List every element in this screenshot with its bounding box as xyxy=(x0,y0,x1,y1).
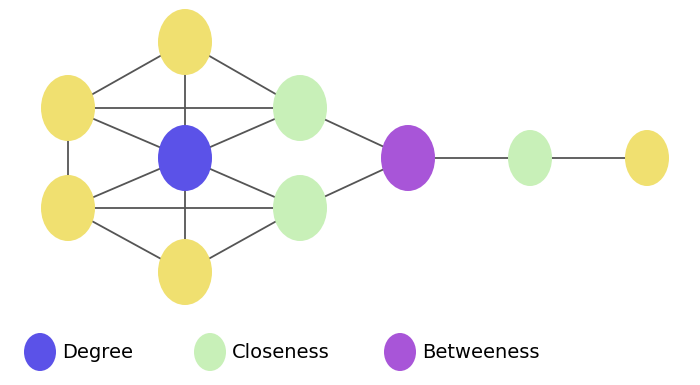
Text: Closeness: Closeness xyxy=(232,343,330,362)
Ellipse shape xyxy=(158,239,212,305)
Ellipse shape xyxy=(194,333,226,371)
Ellipse shape xyxy=(24,333,56,371)
Ellipse shape xyxy=(41,175,95,241)
Ellipse shape xyxy=(41,75,95,141)
Ellipse shape xyxy=(158,125,212,191)
Text: Betweeness: Betweeness xyxy=(422,343,540,362)
Ellipse shape xyxy=(384,333,416,371)
Ellipse shape xyxy=(625,130,669,186)
Ellipse shape xyxy=(273,175,327,241)
Ellipse shape xyxy=(158,9,212,75)
Ellipse shape xyxy=(508,130,552,186)
Ellipse shape xyxy=(273,75,327,141)
Text: Degree: Degree xyxy=(62,343,133,362)
Ellipse shape xyxy=(381,125,435,191)
